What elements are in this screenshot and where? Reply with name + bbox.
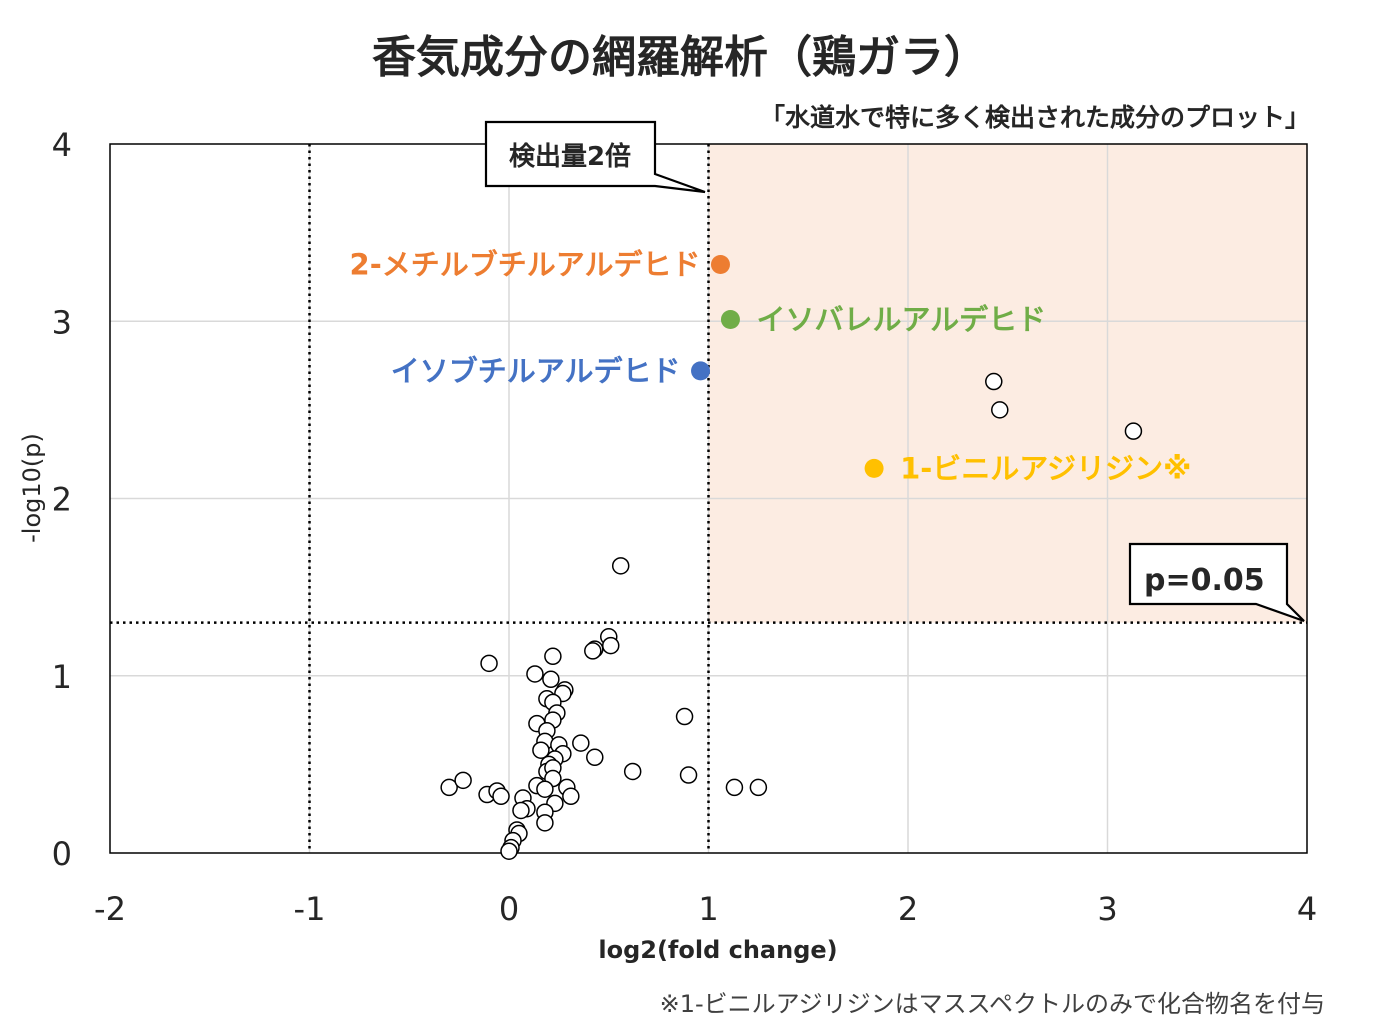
data-points	[440, 372, 1143, 860]
y-tick-label: 4	[52, 126, 72, 164]
data-point	[536, 814, 554, 832]
data-point	[725, 778, 744, 797]
data-point	[440, 778, 458, 797]
chart-title: 香気成分の網羅解析（鶏ガラ）	[372, 32, 988, 83]
data-point	[601, 636, 620, 655]
highlighted-point	[710, 255, 730, 275]
fold-change-callout: 検出量2倍	[484, 120, 706, 194]
highlighted-point-label: 1-ビニルアジリジン※	[900, 451, 1191, 485]
data-point	[492, 787, 510, 806]
x-tick-label: 4	[1297, 890, 1317, 928]
data-point	[611, 557, 630, 575]
data-point	[991, 401, 1009, 419]
highlighted-point	[720, 309, 740, 329]
data-point	[572, 734, 590, 752]
data-point	[584, 642, 602, 660]
data-point	[623, 762, 642, 781]
p-callout-box	[1128, 542, 1305, 623]
y-tick-label: 2	[52, 481, 72, 519]
chart-subtitle: 「水道水で特に多く検出された成分のプロット」	[760, 103, 1310, 132]
data-point	[536, 780, 554, 798]
x-tick-label: 0	[499, 890, 519, 928]
data-point	[679, 766, 698, 784]
y-tick-label: 0	[52, 835, 72, 873]
data-point	[985, 372, 1003, 391]
highlighted-point	[864, 458, 884, 478]
data-point	[562, 787, 580, 806]
data-point	[675, 707, 694, 726]
x-tick-label: 3	[1097, 890, 1117, 928]
highlighted-point	[691, 361, 711, 381]
data-point	[526, 665, 544, 683]
p-value-callout: p=0.05	[1128, 542, 1305, 623]
x-tick-label: -2	[94, 890, 126, 928]
y-axis-ticks: 0 1 2 3 4	[52, 126, 72, 873]
p-callout-label: p=0.05	[1144, 563, 1265, 598]
data-point	[544, 647, 562, 666]
data-point	[480, 654, 498, 673]
y-tick-label: 1	[52, 658, 72, 696]
fold-callout-box	[484, 120, 706, 194]
highlighted-point-label: イソブチルアルデヒド	[391, 354, 681, 388]
threshold-lines	[110, 144, 1307, 853]
y-tick-label: 3	[52, 303, 72, 341]
data-point	[542, 670, 560, 689]
data-point	[1124, 422, 1143, 440]
data-point	[454, 771, 472, 790]
data-point	[532, 741, 550, 759]
x-axis-label: log2(fold change)	[598, 936, 837, 964]
data-point	[500, 842, 518, 860]
x-axis-ticks: -2 -1 0 1 2 3 4	[94, 890, 1317, 928]
x-tick-label: -1	[294, 890, 326, 928]
x-tick-label: 1	[698, 890, 718, 928]
highlighted-point-label: イソバレルアルデヒド	[756, 302, 1046, 336]
x-tick-label: 2	[898, 890, 918, 928]
y-axis-label: -log10(p)	[18, 433, 46, 543]
data-point	[586, 748, 604, 767]
plot-frame	[109, 143, 1308, 854]
highlighted-point-label: 2-メチルブチルアルデヒド	[350, 248, 701, 282]
data-point	[749, 778, 768, 797]
data-point	[512, 801, 530, 820]
fold-callout-label: 検出量2倍	[509, 141, 631, 172]
footnote: ※1-ビニルアジリジンはマススペクトルのみで化合物名を付与	[660, 990, 1325, 1018]
highlight-region	[708, 144, 1307, 623]
